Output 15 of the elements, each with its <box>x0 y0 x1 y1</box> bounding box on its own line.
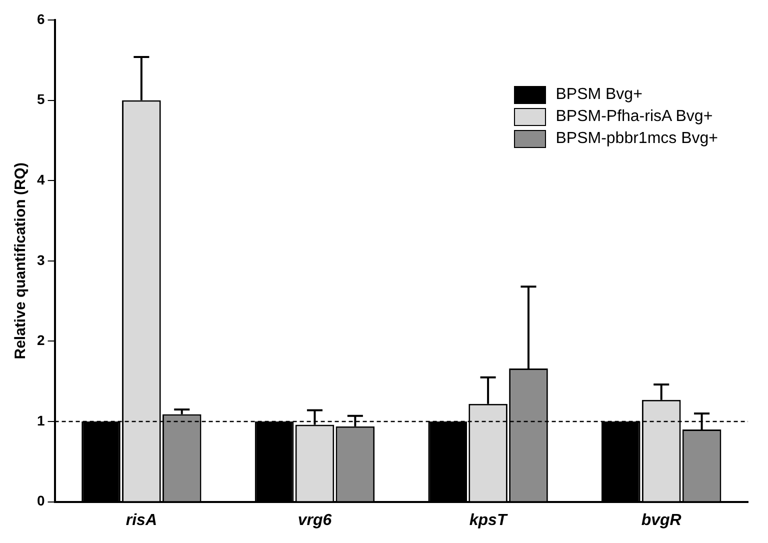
y-tick-label: 6 <box>36 10 45 27</box>
x-tick-label: vrg6 <box>298 512 332 529</box>
legend-label: BPSM Bvg+ <box>556 86 642 104</box>
legend-label: BPSM-pbbr1mcs Bvg+ <box>556 130 718 148</box>
x-tick-label: kpsT <box>469 512 508 529</box>
x-tick-label: bvgR <box>641 512 682 529</box>
y-tick-label: 0 <box>36 492 45 509</box>
x-tick-label: risA <box>126 512 157 529</box>
legend-label: BPSM-Pfha-risA Bvg+ <box>556 108 713 126</box>
y-tick-label: 2 <box>36 332 45 348</box>
y-tick-label: 5 <box>36 91 45 108</box>
y-tick-label: 3 <box>36 252 45 268</box>
y-tick-label: 4 <box>36 171 45 188</box>
y-tick-label: 1 <box>36 412 45 428</box>
y-axis-title: Relative quantification (RQ) <box>12 162 30 360</box>
